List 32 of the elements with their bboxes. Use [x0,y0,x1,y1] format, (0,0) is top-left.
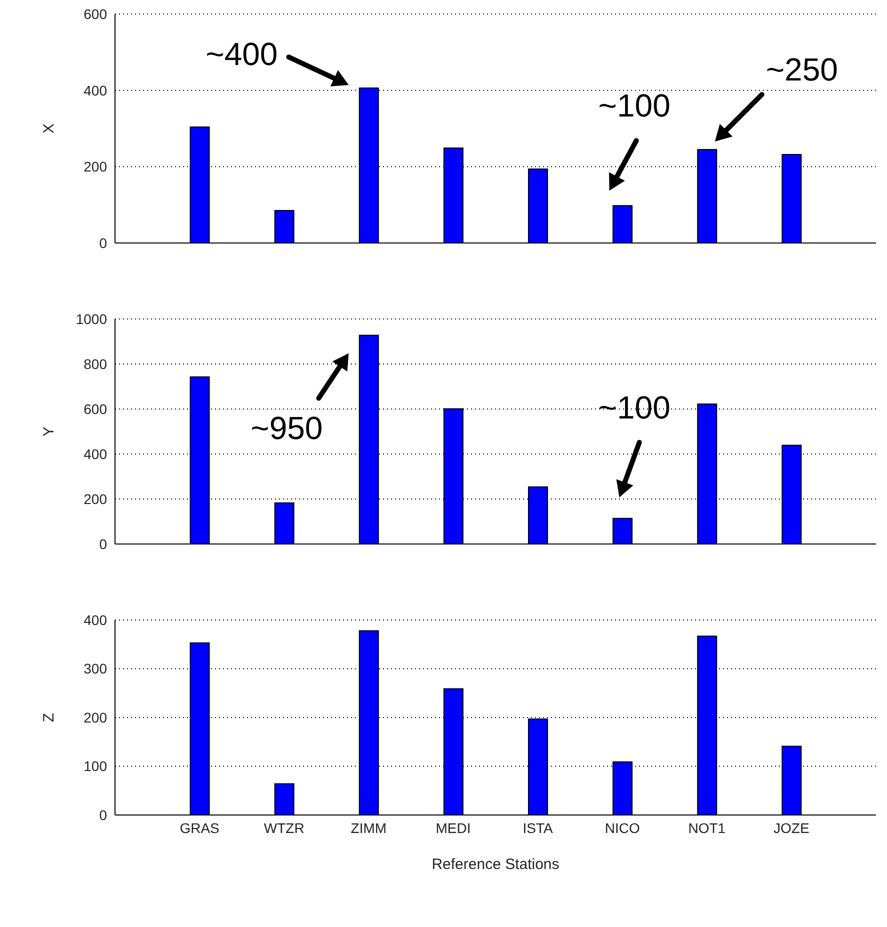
y-axis-title: Z [40,712,58,722]
y-tick-label: 200 [84,490,108,507]
y-tick-label: 1000 [76,310,108,327]
y-tick-label: 200 [84,158,108,175]
x-tick-label: ZIMM [350,820,387,836]
y-tick-label: 800 [84,356,108,372]
y-axis-title: Y [40,426,58,437]
x-tick-label: JOZE [774,820,810,836]
annotation: ~400 [206,36,278,72]
x-tick-label: NOT1 [688,820,726,836]
x-tick-label: GRAS [180,820,220,836]
annotation: ~100 [598,88,670,124]
y-tick-label: 100 [84,758,108,774]
y-tick-label: 0 [99,536,108,552]
y-tick-label: 0 [99,806,108,823]
x-axis-title: Reference Stations [432,856,560,873]
y-tick-label: 400 [84,82,108,98]
annotation: ~950 [250,410,323,446]
y-tick-label: 300 [84,660,108,677]
x-tick-label: MEDI [436,820,471,836]
y-tick-label: 600 [84,6,108,22]
x-tick-label: NICO [604,820,640,836]
y-axis-title: X [40,123,58,134]
y-tick-label: 600 [84,400,108,417]
x-tick-label: WTZR [264,820,304,836]
annotation: ~250 [766,51,838,88]
annotation: ~100 [598,389,670,426]
y-tick-label: 400 [84,446,108,462]
y-tick-label: 0 [99,234,108,251]
y-tick-label: 400 [84,612,108,628]
y-tick-label: 200 [84,709,108,726]
x-tick-label: ISTA [522,820,554,836]
